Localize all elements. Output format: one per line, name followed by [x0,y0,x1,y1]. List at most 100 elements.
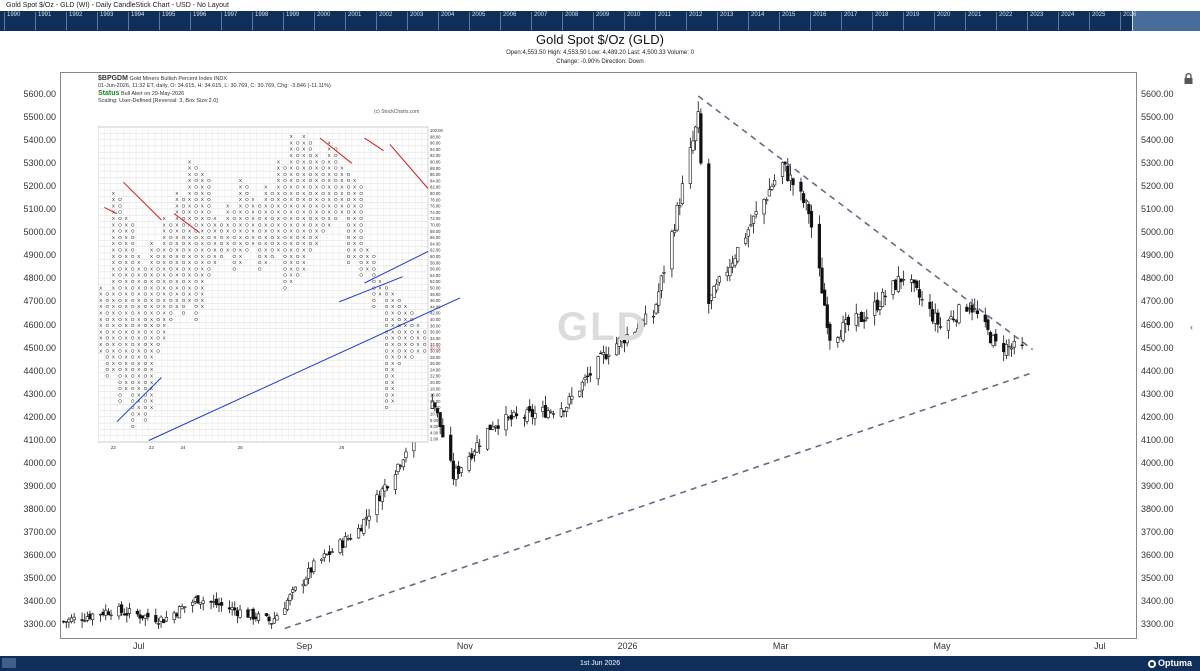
pnf-mark: O [334,159,338,164]
pnf-mark: O [131,336,135,341]
navigator-year[interactable]: 2009 [593,12,609,30]
pnf-mark: X [264,191,267,196]
navigator-year[interactable]: 2018 [872,12,888,30]
navigator-year[interactable]: 1991 [35,12,51,30]
inset-symbol: $BPGDM [98,75,128,82]
navigator-year[interactable]: 2012 [686,12,702,30]
navigator-year[interactable]: 2023 [1027,12,1043,30]
navigator-year[interactable]: 2014 [748,12,764,30]
pnf-mark: O [144,342,148,347]
pnf-mark: O [207,197,211,202]
pnf-mark: O [131,348,135,353]
navigator-year[interactable]: 2017 [841,12,857,30]
pnf-mark: O [144,311,148,316]
y-tick-right: 3800.00 [1141,503,1174,514]
navigator-year[interactable]: 2010 [624,12,640,30]
chart-header: Gold Spot $/Oz (GLD) Open:4,553.50 High:… [0,31,1200,67]
pnf-mark: X [99,323,102,328]
pnf-mark: O [347,185,351,190]
navigator-year[interactable]: 1992 [66,12,82,30]
pnf-level-right: 22.00 [430,374,441,379]
navigator-year[interactable]: 1995 [159,12,175,30]
navigator-year[interactable]: 2011 [655,12,671,30]
navigator-year[interactable]: 1990 [4,12,20,30]
navigator-year[interactable]: 2006 [500,12,516,30]
y-tick-left: 3300.00 [23,619,56,630]
timeline-navigator[interactable]: 1990 1991 1992 1993 1994 1995 1996 1997 1998 1999… [0,11,1200,31]
pnf-mark: O [245,203,249,208]
candle-body [765,199,769,201]
navigator-year[interactable]: 2021 [965,12,981,30]
pnf-mark: X [378,292,381,297]
trendline-resistance[interactable] [697,95,1034,351]
pnf-mark: O [194,203,198,208]
navigator-year[interactable]: 2000 [314,12,330,30]
navigator-year[interactable]: 2013 [717,12,733,30]
navigator-year[interactable]: 2005 [469,12,485,30]
y-axis-right[interactable]: 3300.00 3400.00 3500.00 3600.00 3700.00 3800.… [1137,72,1197,639]
pnf-mark: O [118,229,122,234]
pnf-mark: O [207,203,211,208]
pnf-mark: X [112,361,115,366]
navigator-year[interactable]: 1999 [283,12,299,30]
navigator-year[interactable]: 2019 [903,12,919,30]
candle-body [533,412,537,419]
pnf-inset-chart: 100.00100.0098.0098.0096.0096.0094.0094.… [98,75,460,455]
pnf-mark: X [201,235,204,240]
navigator-year[interactable]: 2001 [345,12,361,30]
candle-body [788,174,793,181]
navigator-year[interactable]: 1994 [128,12,144,30]
candle-body [283,608,287,615]
y-axis-left[interactable]: 3300.00 3400.00 3500.00 3600.00 3700.00 3800.… [0,72,60,639]
pnf-mark: X [125,248,128,253]
pnf-mark: X [137,317,140,322]
candle-body [191,601,195,606]
candle-body [64,621,68,623]
navigator-year[interactable]: 2024 [1058,12,1074,30]
pnf-mark: O [385,405,389,410]
y-tick-right: 5400.00 [1141,135,1174,146]
navigator-selection[interactable] [1132,11,1200,31]
navigator-year[interactable]: 2015 [779,12,795,30]
candle-body [438,412,442,427]
pnf-mark: X [290,191,293,196]
candle-body [736,246,740,262]
candle-body [385,486,390,489]
navigator-year[interactable]: 2003 [407,12,423,30]
navigator-year[interactable]: 2026 [1120,12,1136,30]
navigator-year[interactable]: 2007 [531,12,547,30]
pnf-mark: O [410,342,414,347]
navigator-year[interactable]: 2025 [1089,12,1105,30]
pnf-mark: O [144,361,148,366]
pnf-mark: X [188,235,191,240]
navigator-year[interactable]: 2008 [562,12,578,30]
pnf-mark: O [232,266,236,271]
pnf-mark: X [112,254,115,259]
navigator-year[interactable]: 2022 [996,12,1012,30]
collapse-panel-icon[interactable]: ‹ [1190,322,1193,332]
pnf-mark: O [397,298,401,303]
navigator-year[interactable]: 1997 [221,12,237,30]
lock-icon[interactable] [1183,73,1194,84]
candle-body [404,451,408,459]
navigator-year[interactable]: 2002 [376,12,392,30]
navigator-year[interactable]: 1998 [252,12,268,30]
pnf-mark: X [404,317,407,322]
candle-body [69,617,74,622]
navigator-year[interactable]: 1996 [190,12,206,30]
pnf-mark: O [131,424,135,429]
pnf-mark: O [182,273,186,278]
navigator-year[interactable]: 1993 [97,12,113,30]
pnf-mark: O [309,222,313,227]
pnf-mark: X [290,153,293,158]
candle-body [780,162,785,177]
layout-icon[interactable] [2,658,16,668]
brand-name: Optuma [1157,658,1192,668]
navigator-year[interactable]: 2016 [810,12,826,30]
pnf-mark: O [397,317,401,322]
navigator-year[interactable]: 2020 [934,12,950,30]
navigator-year[interactable]: 2004 [438,12,454,30]
pnf-mark: X [99,342,102,347]
candle-body [1012,341,1016,348]
pnf-mark: O [207,266,211,271]
